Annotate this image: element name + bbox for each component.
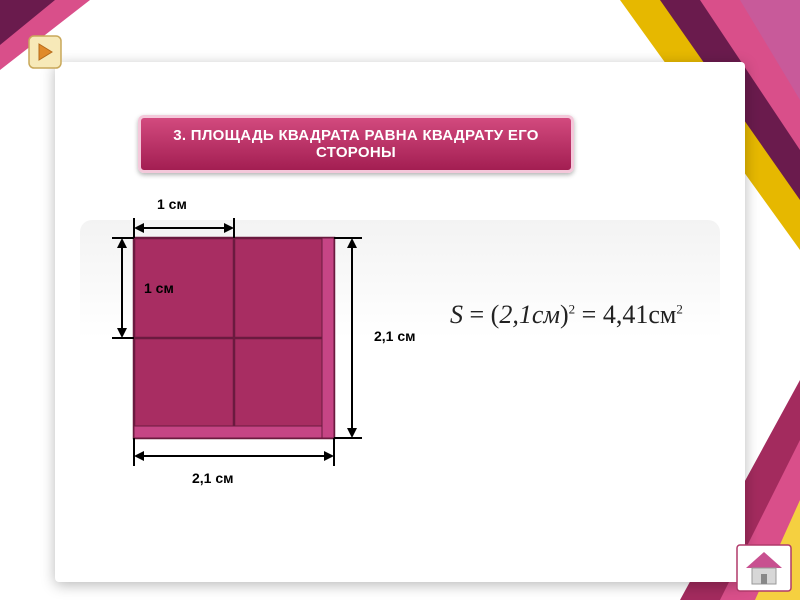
dim-label-left: 1 см <box>144 280 174 296</box>
home-icon[interactable] <box>736 544 792 592</box>
formula-paren-val: 2,1см <box>499 300 560 329</box>
square-diagram <box>94 198 434 528</box>
theorem-title-text: 3. ПЛОЩАДЬ КВАДРАТА РАВНА КВАДРАТУ ЕГО С… <box>141 127 571 161</box>
formula-result-val: 4,41см <box>603 300 677 329</box>
area-formula: S = (2,1см)2 = 4,41см2 <box>450 300 683 330</box>
diagram-area: 1 см 1 см 2,1 см 2,1 см S = (2,1см)2 = 4… <box>80 200 720 530</box>
theorem-title: 3. ПЛОЩАДЬ КВАДРАТА РАВНА КВАДРАТУ ЕГО С… <box>138 115 574 173</box>
dim-label-top: 1 см <box>157 196 187 212</box>
formula-result-exp: 2 <box>676 301 683 316</box>
formula-result-eq: = <box>582 300 597 329</box>
formula-exp: 2 <box>569 301 576 316</box>
dim-label-bottom: 2,1 см <box>192 470 234 486</box>
next-arrow-icon[interactable] <box>28 35 62 69</box>
dim-label-right: 2,1 см <box>374 328 416 344</box>
formula-eq: = <box>470 300 485 329</box>
formula-lhs: S <box>450 300 463 329</box>
